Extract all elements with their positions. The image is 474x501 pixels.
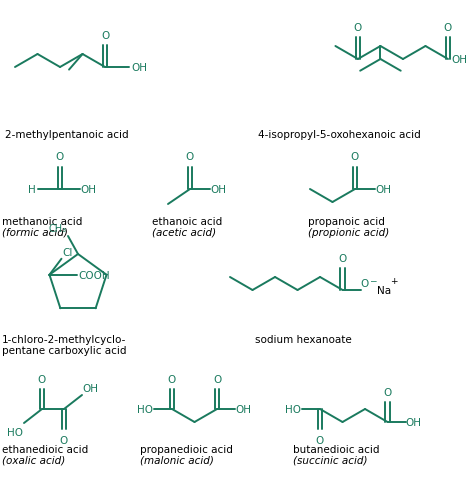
Text: OH: OH: [451, 55, 467, 65]
Text: O: O: [316, 435, 324, 445]
Text: (oxalic acid): (oxalic acid): [2, 455, 65, 465]
Text: OH: OH: [406, 417, 421, 427]
Text: O: O: [338, 254, 346, 264]
Text: propanedioic acid: propanedioic acid: [140, 444, 233, 454]
Text: HO: HO: [285, 404, 301, 414]
Text: propanoic acid: propanoic acid: [308, 216, 385, 226]
Text: CH₃: CH₃: [49, 223, 67, 233]
Text: O: O: [56, 152, 64, 162]
Text: H: H: [28, 185, 36, 194]
Text: ethanedioic acid: ethanedioic acid: [2, 444, 88, 454]
Text: O: O: [186, 152, 194, 162]
Text: O: O: [38, 374, 46, 384]
Text: Cl: Cl: [63, 247, 73, 257]
Text: 4-isopropyl-5-oxohexanoic acid: 4-isopropyl-5-oxohexanoic acid: [258, 130, 421, 140]
Text: HO: HO: [137, 404, 153, 414]
Text: (succinic acid): (succinic acid): [293, 455, 367, 465]
Text: O: O: [60, 435, 68, 445]
Text: Na: Na: [376, 286, 391, 296]
Text: sodium hexanoate: sodium hexanoate: [255, 334, 352, 344]
Text: pentane carboxylic acid: pentane carboxylic acid: [2, 345, 127, 355]
Text: 1-chloro-2-methylcyclo-: 1-chloro-2-methylcyclo-: [2, 334, 127, 344]
Text: OH: OH: [80, 185, 96, 194]
Text: O: O: [354, 23, 362, 33]
Text: OH: OH: [131, 63, 147, 73]
Text: OH: OH: [82, 383, 98, 393]
Text: O: O: [213, 374, 221, 384]
Text: O: O: [444, 23, 452, 33]
Text: O: O: [168, 374, 176, 384]
Text: HO: HO: [7, 427, 23, 437]
Text: OH: OH: [375, 185, 391, 194]
Text: 2-methylpentanoic acid: 2-methylpentanoic acid: [5, 130, 128, 140]
Text: O: O: [383, 387, 392, 397]
Text: butanedioic acid: butanedioic acid: [293, 444, 380, 454]
Text: −: −: [369, 276, 376, 285]
Text: O: O: [361, 279, 369, 289]
Text: +: +: [390, 277, 397, 286]
Text: O: O: [101, 31, 109, 41]
Text: COOH: COOH: [79, 270, 110, 280]
Text: methanoic acid: methanoic acid: [2, 216, 82, 226]
Text: O: O: [351, 152, 359, 162]
Text: OH: OH: [235, 404, 251, 414]
Text: ethanoic acid: ethanoic acid: [152, 216, 222, 226]
Text: (propionic acid): (propionic acid): [308, 227, 389, 237]
Text: OH: OH: [210, 185, 226, 194]
Text: (formic acid): (formic acid): [2, 227, 68, 237]
Text: (malonic acid): (malonic acid): [140, 455, 214, 465]
Text: (acetic acid): (acetic acid): [152, 227, 216, 237]
